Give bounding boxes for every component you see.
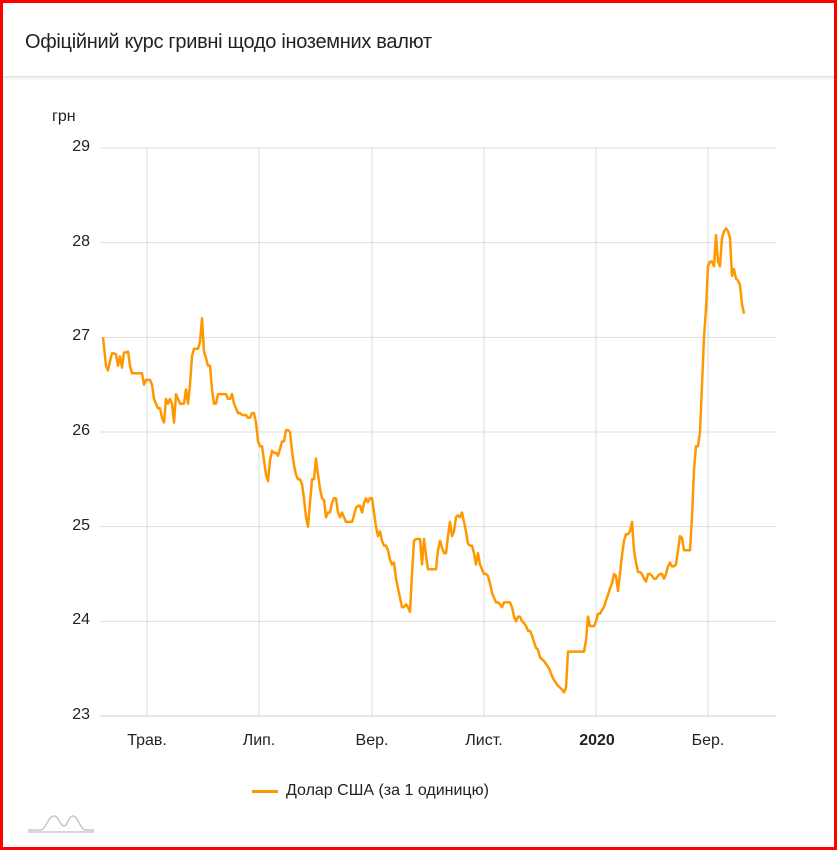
y-tick-28: 28 [72,233,90,250]
chart-wave-logo-icon [28,815,94,833]
y-tick-24: 24 [72,611,90,628]
x-tick-may: Трав. [127,732,167,749]
y-tick-26: 26 [72,422,90,439]
x-tick-mar: Бер. [691,732,725,749]
y-tick-27: 27 [72,327,90,344]
usd-rate-line[interactable] [101,227,746,694]
x-tick-jul: Лип. [242,732,276,749]
legend-item-usd[interactable]: Долар США (за 1 одиницю) [252,782,489,800]
chart-header: Офіційний курс гривні щодо іноземних вал… [3,3,834,77]
x-tick-sep: Вер. [355,732,389,749]
x-tick-2020: 2020 [579,732,615,749]
chart-title: Офіційний курс гривні щодо іноземних вал… [25,31,432,53]
legend-swatch-icon [252,789,278,793]
y-axis-unit-label: грн [52,108,76,125]
y-tick-29: 29 [72,138,90,155]
y-tick-23: 23 [72,706,90,723]
legend-label: Долар США (за 1 одиницю) [286,782,489,799]
gridlines [100,147,776,717]
x-tick-nov: Лист. [465,732,503,749]
y-tick-25: 25 [72,517,90,534]
